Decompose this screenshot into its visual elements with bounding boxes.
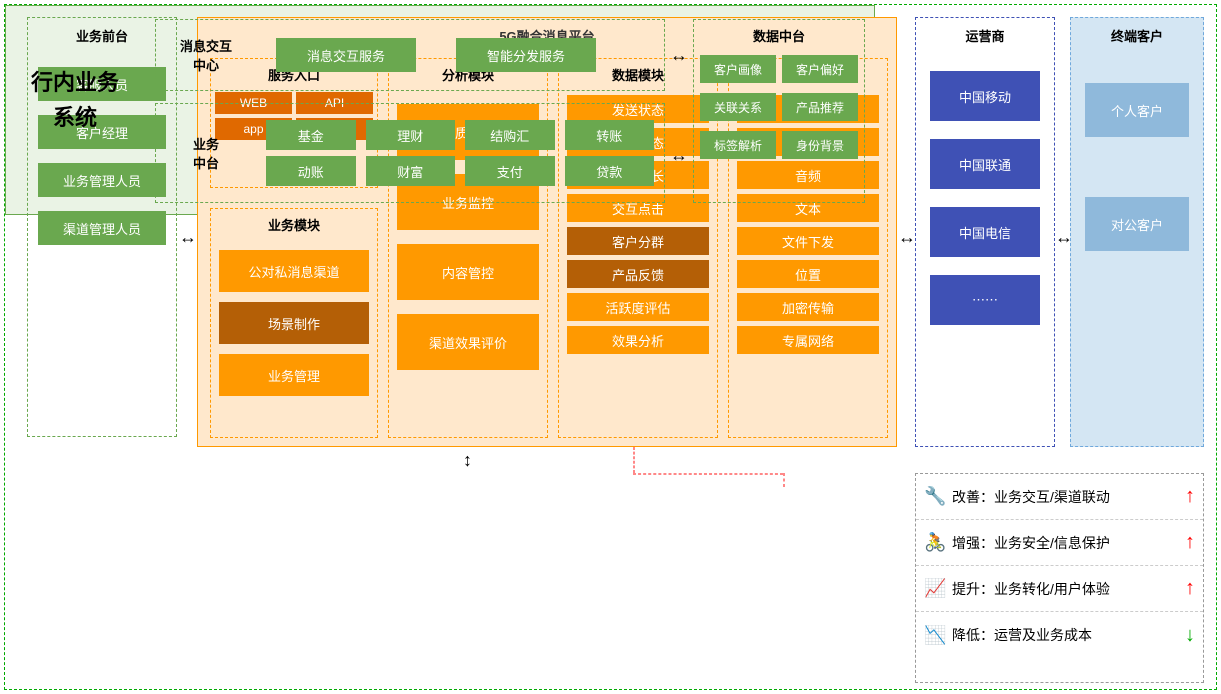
data-item-6: 活跃度评估: [567, 293, 709, 321]
middle-item-4: 动账: [266, 156, 356, 186]
c3-item-0: 中国移动: [930, 71, 1040, 121]
legend-icon-0: 🔧: [924, 486, 952, 507]
legend-text-2: 提升：业务转化/用户体验: [952, 579, 1185, 599]
c3-item-2: 中国电信: [930, 207, 1040, 257]
biz-item-2: 业务管理: [219, 354, 369, 396]
legend-row-1: 🚴增强：业务安全/信息保护↑: [916, 520, 1203, 566]
frontend-title: 业务前台: [28, 18, 176, 53]
message-item-7: 专属网络: [737, 326, 879, 354]
middle-item-2: 结购汇: [465, 120, 555, 150]
arrow-c2-c3: ↔: [898, 227, 916, 248]
message-item-6: 加密传输: [737, 293, 879, 321]
middle-item-1: 理财: [366, 120, 456, 150]
pink-connector-v2: [783, 473, 785, 487]
legend-text-1: 增强：业务安全/信息保护: [952, 533, 1185, 553]
dc-item-1: 客户偏好: [782, 55, 858, 83]
c4-item-0: 个人客户: [1085, 83, 1189, 137]
biz-item-1: 场景制作: [219, 302, 369, 344]
legend-row-3: 📉降低：运营及业务成本↓: [916, 612, 1203, 658]
legend-icon-2: 📈: [924, 578, 952, 599]
data-center-title: 数据中台: [694, 20, 864, 51]
middle-platform: 业务中台 基金理财结购汇转账动账财富支付贷款: [155, 103, 665, 203]
data-item-4: 客户分群: [567, 227, 709, 255]
legend-text-3: 降低：运营及业务成本: [952, 625, 1185, 645]
legend-icon-3: 📉: [924, 625, 952, 646]
c3-item-1: 中国联通: [930, 139, 1040, 189]
biz-module-title: 业务模块: [211, 209, 377, 240]
interaction-item-0: 消息交互服务: [276, 38, 416, 72]
biz-item-0: 公对私消息渠道: [219, 250, 369, 292]
arrow-c2-c5: ↕: [463, 450, 472, 471]
middle-item-3: 转账: [565, 120, 655, 150]
dc-item-4: 标签解析: [700, 131, 776, 159]
middle-item-6: 支付: [465, 156, 555, 186]
analysis-item-3: 渠道效果评价: [397, 314, 539, 370]
pink-connector-v: [633, 447, 635, 473]
legend-arrow-0: ↑: [1185, 485, 1195, 508]
arrow-middle-data: ↔: [670, 145, 688, 166]
legend-text-0: 改善：业务交互/渠道联动: [952, 487, 1185, 507]
customer-column: 终端客户 个人客户 对公客户: [1070, 17, 1204, 447]
diagram-container: 业务前台 客服人员 客户经理 业务管理人员 渠道管理人员 ↔ 5G融合消息平台 …: [4, 4, 1217, 690]
carrier-column: 运营商 中国移动 中国联通 中国电信 ⋯⋯: [915, 17, 1055, 447]
interaction-item-1: 智能分发服务: [456, 38, 596, 72]
dc-item-0: 客户画像: [700, 55, 776, 83]
c1-item-3: 渠道管理人员: [38, 211, 166, 245]
middle-label: 业务中台: [156, 134, 256, 172]
legend-arrow-2: ↑: [1185, 577, 1195, 600]
middle-item-5: 财富: [366, 156, 456, 186]
legend-row-0: 🔧改善：业务交互/渠道联动↑: [916, 474, 1203, 520]
c3-item-3: ⋯⋯: [930, 275, 1040, 325]
legend-icon-1: 🚴: [924, 532, 952, 553]
data-center: 数据中台 客户画像客户偏好关联关系产品推荐标签解析身份背景: [693, 19, 865, 203]
interaction-label: 消息交互中心: [156, 36, 256, 74]
dc-item-2: 关联关系: [700, 93, 776, 121]
arrow-c1-c2: ↔: [179, 227, 197, 248]
biz-module-block: 业务模块 公对私消息渠道场景制作业务管理: [210, 208, 378, 438]
pink-connector-h: [633, 473, 783, 475]
analysis-item-2: 内容管控: [397, 244, 539, 300]
data-item-7: 效果分析: [567, 326, 709, 354]
customer-title: 终端客户: [1071, 18, 1203, 53]
interaction-center: 消息交互中心 消息交互服务 智能分发服务: [155, 19, 665, 91]
dc-item-3: 产品推荐: [782, 93, 858, 121]
data-item-5: 产品反馈: [567, 260, 709, 288]
c1-item-2: 业务管理人员: [38, 163, 166, 197]
legend-row-2: 📈提升：业务转化/用户体验↑: [916, 566, 1203, 612]
middle-item-0: 基金: [266, 120, 356, 150]
legend-arrow-1: ↑: [1185, 531, 1195, 554]
message-item-5: 位置: [737, 260, 879, 288]
legend-arrow-3: ↓: [1185, 624, 1195, 647]
legend-panel: 🔧改善：业务交互/渠道联动↑🚴增强：业务安全/信息保护↑📈提升：业务转化/用户体…: [915, 473, 1204, 683]
middle-item-7: 贷款: [565, 156, 655, 186]
dc-item-5: 身份背景: [782, 131, 858, 159]
arrow-interaction-data: ↔: [670, 45, 688, 66]
message-item-4: 文件下发: [737, 227, 879, 255]
c4-item-1: 对公客户: [1085, 197, 1189, 251]
internal-title: 行内业务系统: [15, 65, 135, 135]
carrier-title: 运营商: [916, 18, 1054, 53]
